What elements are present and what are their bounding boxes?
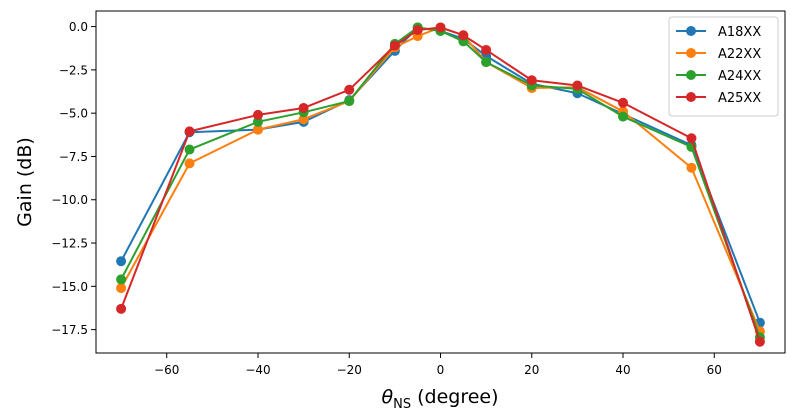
legend-item-a18xx: A18XX <box>676 25 761 40</box>
legend-item-a24xx: A24XX <box>676 69 761 84</box>
data-point-a25xx <box>298 102 309 113</box>
y-tick-label: −2.5 <box>59 63 88 77</box>
x-tick-label: −40 <box>245 363 270 377</box>
data-point-a25xx <box>344 84 355 95</box>
data-point-a25xx <box>252 109 263 120</box>
y-tick-label: −7.5 <box>59 150 88 164</box>
y-tick-label: −5.0 <box>59 107 88 121</box>
legend-box <box>668 16 779 117</box>
x-tick-label: 60 <box>707 363 722 377</box>
x-axis-label-unit: (degree) <box>411 386 498 408</box>
x-axis-label-subscript: NS <box>393 397 411 412</box>
data-point-a24xx <box>116 274 127 285</box>
x-tick-label: 40 <box>615 363 630 377</box>
data-point-a22xx <box>686 162 697 173</box>
legend-label: A24XX <box>718 69 761 84</box>
legend-marker <box>686 70 696 80</box>
y-tick-label: −10.0 <box>51 193 88 207</box>
data-point-a22xx <box>298 114 309 125</box>
x-axis-label-symbol: θ <box>381 386 393 408</box>
data-point-a24xx <box>344 96 355 107</box>
legend-marker <box>686 92 696 102</box>
legend-marker <box>686 26 696 36</box>
data-point-a22xx <box>116 283 127 294</box>
data-point-a25xx <box>572 80 583 91</box>
y-axis-label: Gain (dB) <box>14 137 36 227</box>
legend-marker <box>686 48 696 58</box>
legend-label: A18XX <box>718 25 761 40</box>
data-point-a24xx <box>184 144 195 155</box>
legend: A18XX A22XX A24XX A25XX <box>668 16 779 117</box>
data-point-a18xx <box>116 256 127 267</box>
y-tick-label: −17.5 <box>51 323 88 337</box>
legend-item-a25xx: A25XX <box>676 91 761 106</box>
data-point-a22xx <box>184 158 195 169</box>
legend-label: A22XX <box>718 47 761 62</box>
x-axis-label: θNS (degree) <box>381 386 498 412</box>
data-point-a25xx <box>389 40 400 51</box>
legend-item-a22xx: A22XX <box>676 47 761 62</box>
x-tick-label: −20 <box>337 363 362 377</box>
x-tick-label: 20 <box>524 363 539 377</box>
data-point-a25xx <box>754 336 765 347</box>
legend-label: A25XX <box>718 91 761 106</box>
x-tick-label: −60 <box>154 363 179 377</box>
y-tick-label: −12.5 <box>51 237 88 251</box>
y-tick-label: 0.0 <box>69 20 88 34</box>
series-a25xx <box>116 22 765 347</box>
data-point-a22xx <box>252 124 263 135</box>
data-point-a24xx <box>618 111 629 122</box>
data-point-a25xx <box>458 30 469 41</box>
data-point-a24xx <box>481 57 492 68</box>
data-point-a25xx <box>435 22 446 33</box>
data-point-a25xx <box>526 75 537 86</box>
series-layer <box>116 22 765 347</box>
data-point-a25xx <box>686 133 697 144</box>
x-axis: −60 −40 −20 0 20 40 60 <box>154 353 722 377</box>
data-point-a25xx <box>116 303 127 314</box>
data-point-a25xx <box>618 97 629 108</box>
data-point-a24xx <box>252 116 263 127</box>
y-axis: 0.0 −2.5 −5.0 −7.5 −10.0 −12.5 −15.0 −17.5 <box>51 20 96 337</box>
data-point-a25xx <box>412 25 423 36</box>
y-tick-label: −15.0 <box>51 280 88 294</box>
data-point-a25xx <box>184 126 195 137</box>
x-tick-label: 0 <box>437 363 445 377</box>
data-point-a25xx <box>481 44 492 55</box>
